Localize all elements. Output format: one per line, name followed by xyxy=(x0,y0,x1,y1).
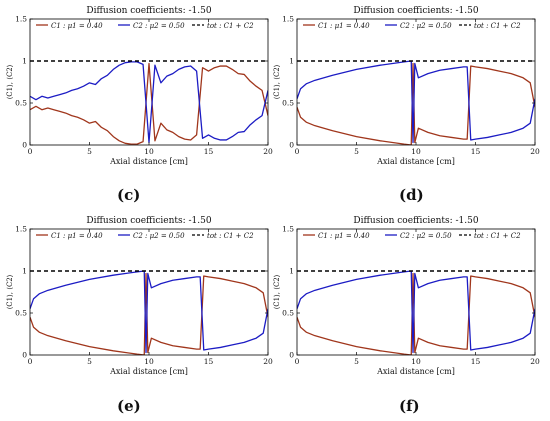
series-c1-line xyxy=(30,62,268,145)
legend: C1 : μ1 = 0.40 C2 : μ2 = 0.50 tot : C1 + C… xyxy=(36,232,254,240)
series-c2-line xyxy=(30,270,268,354)
legend-entry: tot : C1 + C2 xyxy=(207,22,254,30)
series-group xyxy=(30,60,268,145)
x-tick-label: 0 xyxy=(295,147,300,156)
x-tick-label: 15 xyxy=(204,147,214,156)
legend-entry: C1 : μ1 = 0.40 xyxy=(51,232,103,240)
x-tick-label: 10 xyxy=(411,147,421,156)
panel-label-c: (c) xyxy=(117,186,141,204)
series-c2-line xyxy=(297,270,535,354)
x-tick-label: 15 xyxy=(471,357,481,366)
legend-entry: tot : C1 + C2 xyxy=(474,22,521,30)
legend-entry: C1 : μ1 = 0.40 xyxy=(318,22,370,30)
y-tick-label: 1 xyxy=(289,267,294,276)
x-tick-label: 0 xyxy=(28,147,33,156)
x-axis-label: Axial distance [cm] xyxy=(109,367,188,376)
series-c2-line xyxy=(297,60,535,144)
x-axis-label: Axial distance [cm] xyxy=(376,367,455,376)
x-tick-label: 20 xyxy=(263,357,273,366)
y-axis-label: ⟨C1⟩, ⟨C2⟩ xyxy=(6,64,14,99)
panel-label-e: (e) xyxy=(117,397,141,415)
chart-title: Diffusion coefficients: -1.50 xyxy=(86,216,211,226)
series-group xyxy=(30,270,268,355)
legend-entry: C2 : μ2 = 0.50 xyxy=(133,232,185,240)
legend-entry: C2 : μ2 = 0.50 xyxy=(400,232,452,240)
legend-entry: tot : C1 + C2 xyxy=(207,232,254,240)
y-tick-label: 1.5 xyxy=(282,15,294,24)
x-tick-label: 20 xyxy=(530,147,540,156)
chart-title: Diffusion coefficients: -1.50 xyxy=(353,6,478,16)
y-tick-label: 1.5 xyxy=(15,225,27,234)
y-axis-label: ⟨C1⟩, ⟨C2⟩ xyxy=(273,274,281,309)
x-tick-label: 0 xyxy=(295,357,300,366)
series-group xyxy=(297,60,535,145)
y-tick-label: 0 xyxy=(289,351,294,360)
y-tick-label: 0 xyxy=(22,141,27,150)
plot-frame xyxy=(296,228,536,356)
legend: C1 : μ1 = 0.40 C2 : μ2 = 0.50 tot : C1 + C… xyxy=(303,22,521,30)
x-tick-label: 10 xyxy=(144,147,154,156)
plot-frame xyxy=(296,18,536,146)
y-tick-label: 1 xyxy=(289,57,294,66)
chart-panel-0: Diffusion coefficients: -1.50 0 5 10 15 20 0 0.… xyxy=(6,6,273,166)
chart-title: Diffusion coefficients: -1.50 xyxy=(353,216,478,226)
y-axis-label: ⟨C1⟩, ⟨C2⟩ xyxy=(273,64,281,99)
y-tick-label: 0.5 xyxy=(282,309,294,318)
series-c1-line xyxy=(297,272,535,355)
y-tick-label: 1.5 xyxy=(15,15,27,24)
x-tick-label: 5 xyxy=(354,147,359,156)
y-tick-label: 0 xyxy=(22,351,27,360)
legend-entry: C1 : μ1 = 0.40 xyxy=(318,232,370,240)
chart-panel-1: Diffusion coefficients: -1.50 0 5 10 15 20 0 0.… xyxy=(273,6,540,166)
legend-entry: C2 : μ2 = 0.50 xyxy=(133,22,185,30)
plot-frame xyxy=(29,18,269,146)
x-tick-label: 15 xyxy=(471,147,481,156)
series-c1-line xyxy=(297,62,535,145)
x-tick-label: 20 xyxy=(530,357,540,366)
x-tick-label: 5 xyxy=(354,357,359,366)
panel-label-f: (f) xyxy=(399,397,420,415)
chart-panel-2: Diffusion coefficients: -1.50 0 5 10 15 20 0 0.… xyxy=(6,216,273,376)
legend-entry: tot : C1 + C2 xyxy=(474,232,521,240)
y-tick-label: 0.5 xyxy=(282,99,294,108)
y-tick-label: 1.5 xyxy=(282,225,294,234)
y-tick-label: 1 xyxy=(22,57,27,66)
y-tick-label: 0 xyxy=(289,141,294,150)
y-axis-label: ⟨C1⟩, ⟨C2⟩ xyxy=(6,274,14,309)
legend-entry: C2 : μ2 = 0.50 xyxy=(400,22,452,30)
x-tick-label: 10 xyxy=(411,357,421,366)
x-tick-label: 10 xyxy=(144,357,154,366)
plot-frame xyxy=(29,228,269,356)
series-c2-line xyxy=(30,61,268,144)
x-axis-label: Axial distance [cm] xyxy=(109,157,188,166)
chart-title: Diffusion coefficients: -1.50 xyxy=(86,6,211,16)
legend: C1 : μ1 = 0.40 C2 : μ2 = 0.50 tot : C1 + C… xyxy=(303,232,521,240)
panel-label-d: (d) xyxy=(399,186,424,204)
legend: C1 : μ1 = 0.40 C2 : μ2 = 0.50 tot : C1 + C… xyxy=(36,22,254,30)
x-tick-label: 15 xyxy=(204,357,214,366)
legend-entry: C1 : μ1 = 0.40 xyxy=(51,22,103,30)
y-tick-label: 0.5 xyxy=(15,99,27,108)
x-axis-label: Axial distance [cm] xyxy=(376,157,455,166)
y-tick-label: 0.5 xyxy=(15,309,27,318)
x-tick-label: 5 xyxy=(87,357,92,366)
x-tick-label: 20 xyxy=(263,147,273,156)
series-c1-line xyxy=(30,272,268,355)
chart-panel-3: Diffusion coefficients: -1.50 0 5 10 15 20 0 0.… xyxy=(273,216,540,376)
x-tick-label: 0 xyxy=(28,357,33,366)
y-tick-label: 1 xyxy=(22,267,27,276)
x-tick-label: 5 xyxy=(87,147,92,156)
series-group xyxy=(297,270,535,355)
